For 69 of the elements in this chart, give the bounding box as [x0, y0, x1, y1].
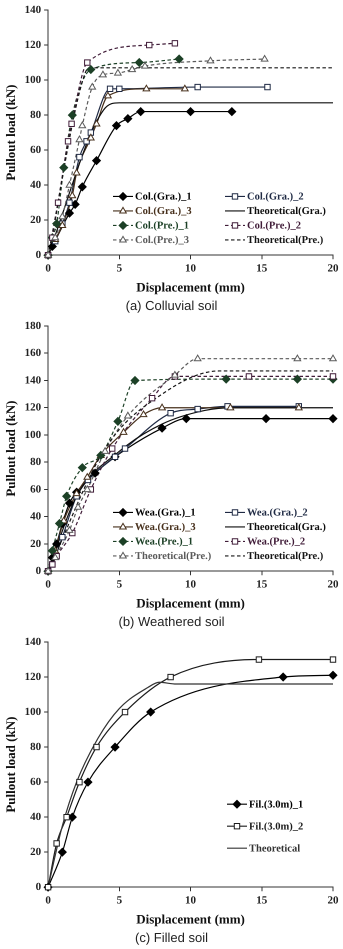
text: (b) Weathered soil: [118, 614, 226, 631]
x-tick-label: 10: [185, 894, 197, 907]
x-tick-label: 0: [45, 262, 52, 275]
x-tick-label: 20: [328, 578, 339, 591]
text: (a) Colluvial soil: [124, 298, 218, 315]
y-axis-title: Pullout load (kN): [3, 716, 18, 813]
x-tick-label: 5: [116, 894, 123, 907]
x-tick-label: 20: [328, 262, 339, 275]
y-tick-label: 80: [30, 108, 42, 121]
y-tick-label: 40: [30, 810, 42, 823]
legend-label: Wea.(Gra.)_3: [135, 522, 196, 534]
y-tick-label: 140: [24, 374, 42, 386]
x-tick-label: 5: [116, 262, 123, 275]
x-axis-title: Displacement (mm): [136, 596, 245, 611]
y-tick-label: 120: [24, 38, 42, 51]
y-tick-label: 80: [30, 456, 42, 468]
x-axis-title: Displacement (mm): [136, 280, 245, 295]
y-tick-label: 100: [24, 74, 42, 86]
x-tick-label: 10: [185, 578, 197, 591]
y-tick-label: 40: [30, 510, 42, 523]
legend-label: Theoretical(Gra.): [247, 522, 326, 534]
y-tick-label: 0: [36, 565, 42, 578]
y-axis-title: Pullout load (kN): [3, 84, 18, 181]
legend-label: Col.(Pre.)_3: [135, 235, 190, 246]
x-tick-label: 0: [45, 578, 52, 591]
legend-label: Theoretical(Pre.): [135, 551, 212, 562]
y-tick-label: 160: [24, 347, 42, 360]
legend-label: Theoretical(Pre.): [247, 235, 324, 246]
x-tick-label: 0: [45, 894, 52, 907]
y-tick-label: 20: [30, 538, 42, 550]
x-tick-label: 20: [328, 894, 339, 907]
x-tick-label: 10: [185, 262, 197, 275]
legend-label: Wea.(Pre.)_1: [135, 536, 194, 548]
y-tick-label: 100: [24, 706, 42, 718]
legend-label: Col.(Gra.)_3: [135, 206, 192, 218]
legend-label: Fil.(3.0m)_1: [249, 799, 304, 810]
legend-label: Theoretical(Pre.): [247, 551, 324, 562]
y-tick-label: 20: [30, 846, 42, 858]
legend-label: Wea.(Pre.)_2: [247, 536, 306, 548]
y-tick-label: 80: [30, 740, 42, 753]
x-tick-label: 15: [256, 894, 268, 907]
x-tick-label: 15: [256, 578, 268, 591]
legend-label: Col.(Pre.)_2: [247, 220, 302, 232]
legend-label: Wea.(Gra.)_2: [247, 508, 308, 519]
x-axis-title: Displacement (mm): [136, 912, 245, 927]
x-tick-label: 5: [116, 578, 123, 591]
x-tick-label: 15: [256, 262, 268, 275]
text: (c) Filled soil: [134, 930, 209, 947]
y-tick-label: 40: [30, 178, 42, 191]
y-tick-label: 60: [30, 144, 42, 156]
y-axis-title: Pullout load (kN): [3, 400, 18, 497]
y-tick-label: 120: [24, 402, 42, 414]
y-tick-label: 0: [36, 249, 42, 262]
y-tick-label: 60: [30, 776, 42, 788]
y-tick-label: 0: [36, 881, 42, 894]
legend-label: Fil.(3.0m)_2: [249, 821, 304, 832]
legend-label: Col.(Gra.)_2: [247, 192, 304, 203]
y-tick-label: 120: [24, 670, 42, 683]
y-tick-label: 20: [30, 214, 42, 226]
legend-label: Theoretical: [249, 843, 300, 854]
y-tick-label: 140: [24, 636, 42, 648]
y-tick-label: 140: [24, 4, 42, 16]
legend-label: Col.(Pre.)_1: [135, 220, 190, 232]
y-tick-label: 60: [30, 483, 42, 496]
y-tick-label: 180: [24, 320, 42, 332]
y-tick-label: 100: [24, 428, 42, 441]
legend-label: Col.(Gra.)_1: [135, 192, 192, 203]
legend-label: Wea.(Gra.)_1: [135, 508, 196, 519]
legend-label: Theoretical(Gra.): [247, 206, 326, 218]
